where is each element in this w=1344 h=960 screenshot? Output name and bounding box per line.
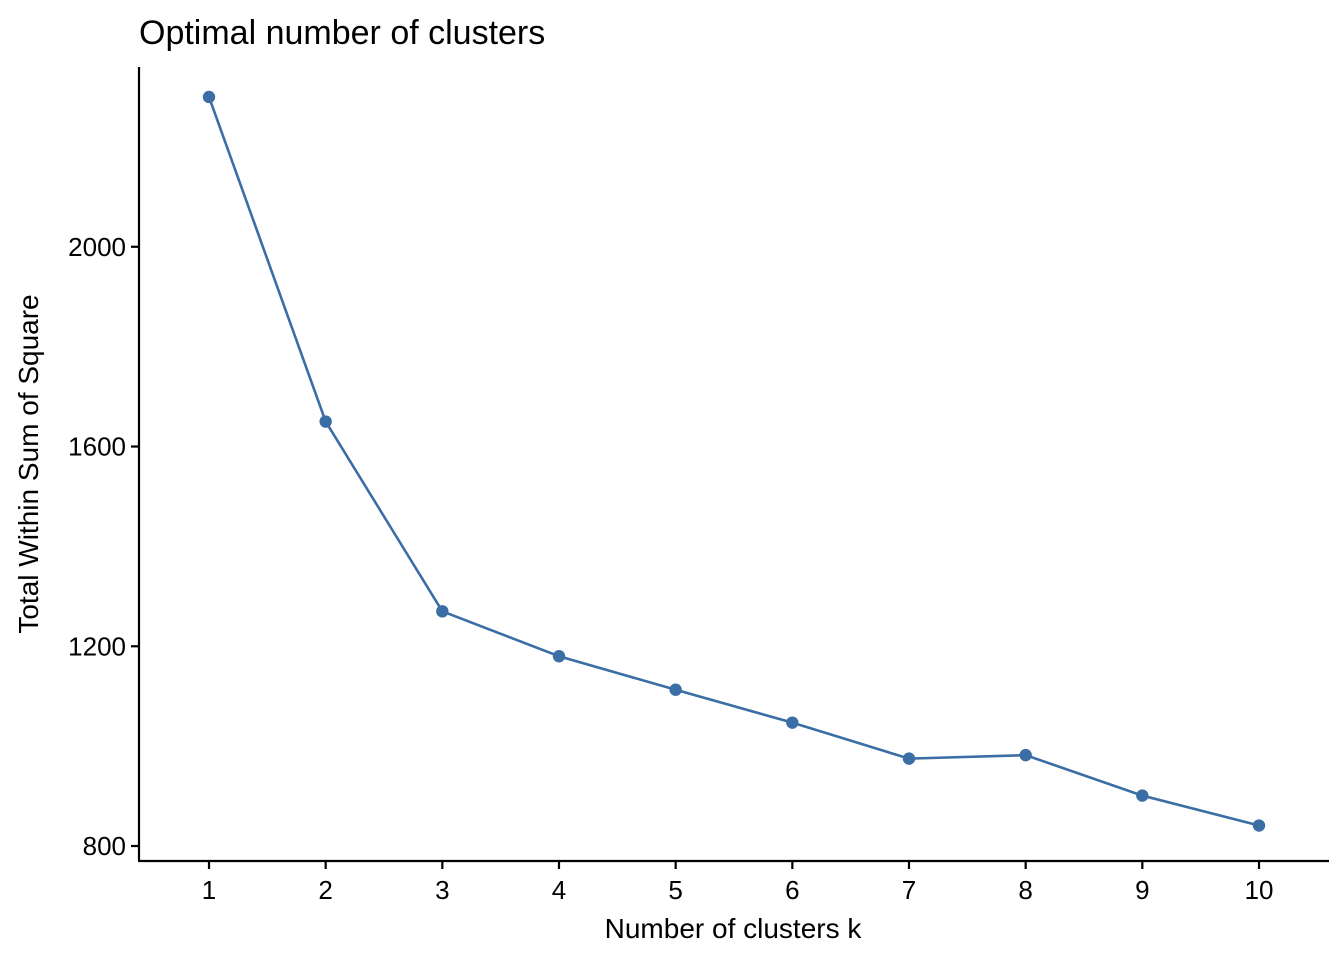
y-tick-label: 2000 <box>68 232 126 262</box>
x-tick-label: 4 <box>552 875 566 905</box>
x-tick-label: 8 <box>1018 875 1032 905</box>
series <box>202 90 1266 832</box>
y-ticks: 800 1200 1600 2000 <box>68 232 139 861</box>
y-tick-label: 1200 <box>68 631 126 661</box>
x-tick-label: 3 <box>435 875 449 905</box>
x-tick-label: 5 <box>668 875 682 905</box>
data-point <box>436 605 449 618</box>
x-axis-title: Number of clusters k <box>605 913 863 944</box>
x-tick-label: 2 <box>318 875 332 905</box>
x-tick-label: 9 <box>1135 875 1149 905</box>
data-point <box>552 650 566 663</box>
x-tick-label: 6 <box>785 875 799 905</box>
x-tick-label: 1 <box>202 875 216 905</box>
data-point <box>319 415 332 428</box>
data-point <box>202 90 216 104</box>
data-point <box>1252 819 1266 832</box>
chart-title: Optimal number of clusters <box>139 14 545 52</box>
data-point <box>786 716 799 729</box>
series-line <box>207 96 1260 827</box>
data-point <box>1019 748 1032 762</box>
y-tick-label: 1600 <box>68 432 126 462</box>
y-tick-label: 800 <box>83 831 126 861</box>
x-tick-label: 10 <box>1245 875 1274 905</box>
data-point <box>902 752 916 765</box>
data-point <box>1136 789 1149 802</box>
x-tick-label: 7 <box>902 875 916 905</box>
x-ticks: 1 2 3 4 5 6 7 8 9 10 <box>202 861 1274 905</box>
plot-area: 800 1200 1600 2000 1 2 3 4 5 6 7 8 9 10 <box>68 67 1329 905</box>
y-axis-title: Total Within Sum of Square <box>13 294 44 633</box>
data-point <box>669 683 682 696</box>
